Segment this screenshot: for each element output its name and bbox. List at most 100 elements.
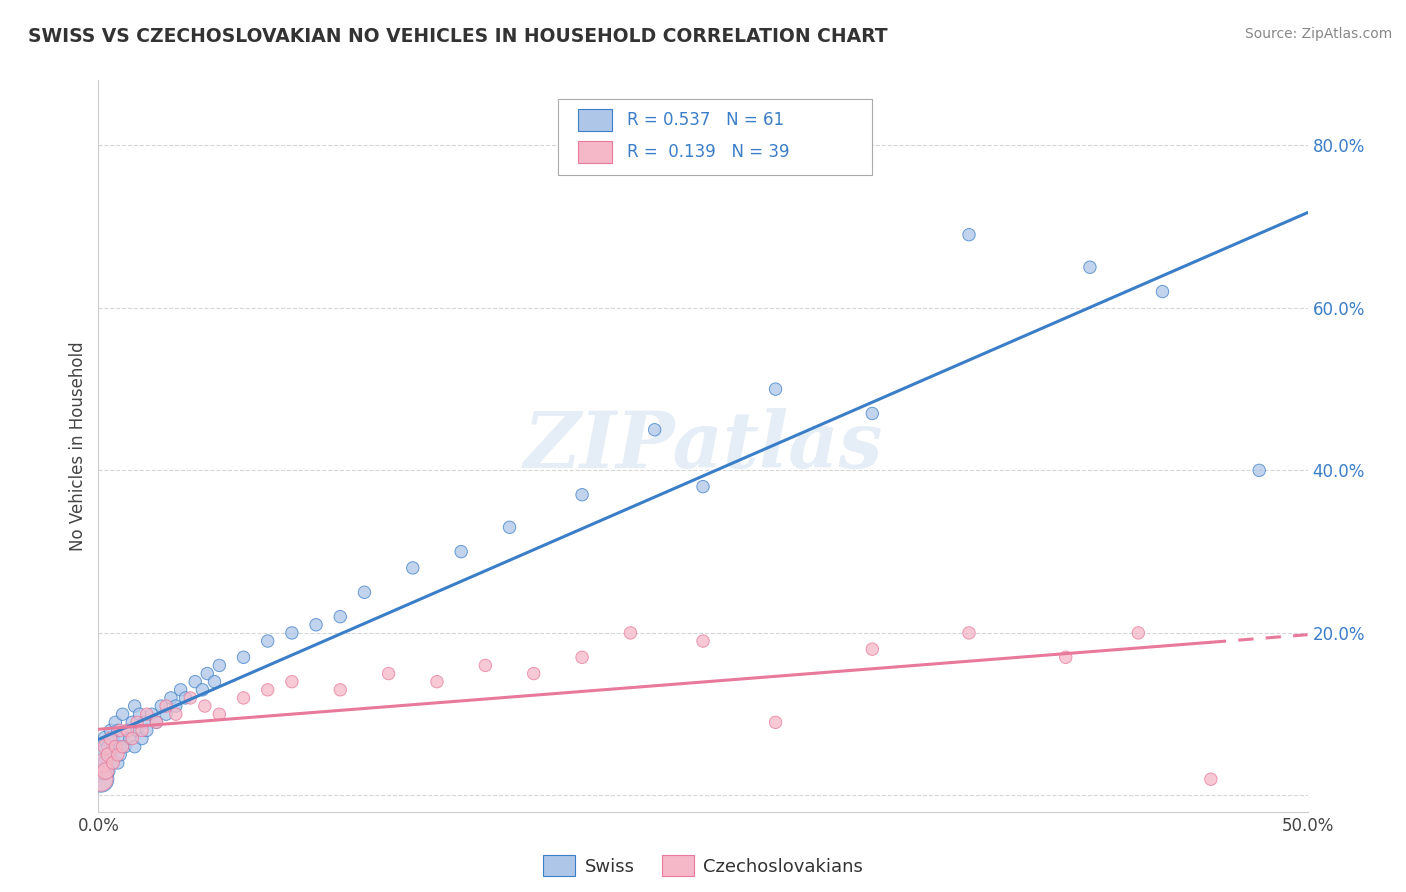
Point [1152,285,1174,299]
Point [91,756,114,770]
Point [91,747,114,762]
Point [117,723,139,738]
Point [957,626,980,640]
Point [100,731,122,746]
Point [121,715,143,730]
Point [195,666,218,681]
Point [100,747,122,762]
Point [232,650,254,665]
Point [860,407,883,421]
Point [127,715,149,730]
Point [118,731,141,746]
Point [377,666,399,681]
Point [104,739,127,754]
Point [145,715,167,730]
Legend: Swiss, Czechoslovakians: Swiss, Czechoslovakians [536,848,870,883]
Point [107,723,129,738]
Point [204,674,226,689]
Point [165,707,187,722]
Point [402,561,425,575]
Point [101,756,124,770]
Y-axis label: No Vehicles in Household: No Vehicles in Household [69,341,87,551]
Point [111,739,134,754]
Point [94,756,117,770]
Text: SWISS VS CZECHOSLOVAKIAN NO VEHICLES IN HOUSEHOLD CORRELATION CHART: SWISS VS CZECHOSLOVAKIAN NO VEHICLES IN … [28,27,887,45]
FancyBboxPatch shape [578,142,613,163]
Point [179,690,201,705]
Point [353,585,375,599]
Point [1054,650,1077,665]
Point [281,674,304,689]
Point [97,764,120,778]
Point [957,227,980,242]
Point [111,707,134,722]
Point [94,764,117,778]
Point [155,699,177,714]
Point [107,756,129,770]
Point [124,699,146,714]
Point [107,747,129,762]
Point [108,747,131,762]
Point [165,699,187,714]
Point [135,723,157,738]
Point [692,634,714,648]
Point [108,723,131,738]
Point [121,731,143,746]
Point [329,609,352,624]
Point [90,772,112,787]
Point [150,699,173,714]
Point [765,382,787,396]
Point [104,739,127,754]
Point [208,658,231,673]
Point [108,739,131,754]
Point [256,682,278,697]
Text: R =  0.139   N = 39: R = 0.139 N = 39 [627,144,789,161]
FancyBboxPatch shape [578,110,613,131]
Point [97,747,120,762]
Point [1249,463,1271,477]
Point [571,650,593,665]
Point [91,764,114,778]
Point [860,642,883,657]
Point [256,634,278,648]
Point [765,715,787,730]
Text: Source: ZipAtlas.com: Source: ZipAtlas.com [1244,27,1392,41]
Point [644,423,666,437]
Point [208,707,231,722]
Point [523,666,546,681]
Point [114,739,136,754]
Text: ZIPatlas: ZIPatlas [523,408,883,484]
Point [97,739,120,754]
Point [145,715,167,730]
Point [124,739,146,754]
Point [194,699,217,714]
Point [174,690,197,705]
Point [474,658,496,673]
Point [155,707,177,722]
Point [101,756,124,770]
Point [498,520,520,534]
Point [450,544,472,558]
Point [131,723,153,738]
Point [571,488,593,502]
FancyBboxPatch shape [558,99,872,176]
Point [160,690,183,705]
Point [111,731,134,746]
Point [619,626,641,640]
Point [117,723,139,738]
Point [128,707,150,722]
Point [426,674,449,689]
Point [127,723,149,738]
Point [100,723,122,738]
Point [141,707,163,722]
Point [692,480,714,494]
Point [1128,626,1150,640]
Point [1078,260,1101,275]
Point [191,682,214,697]
Point [305,617,328,632]
Point [169,682,191,697]
Point [94,739,117,754]
Point [135,707,157,722]
Text: R = 0.537   N = 61: R = 0.537 N = 61 [627,112,785,129]
Point [131,731,153,746]
